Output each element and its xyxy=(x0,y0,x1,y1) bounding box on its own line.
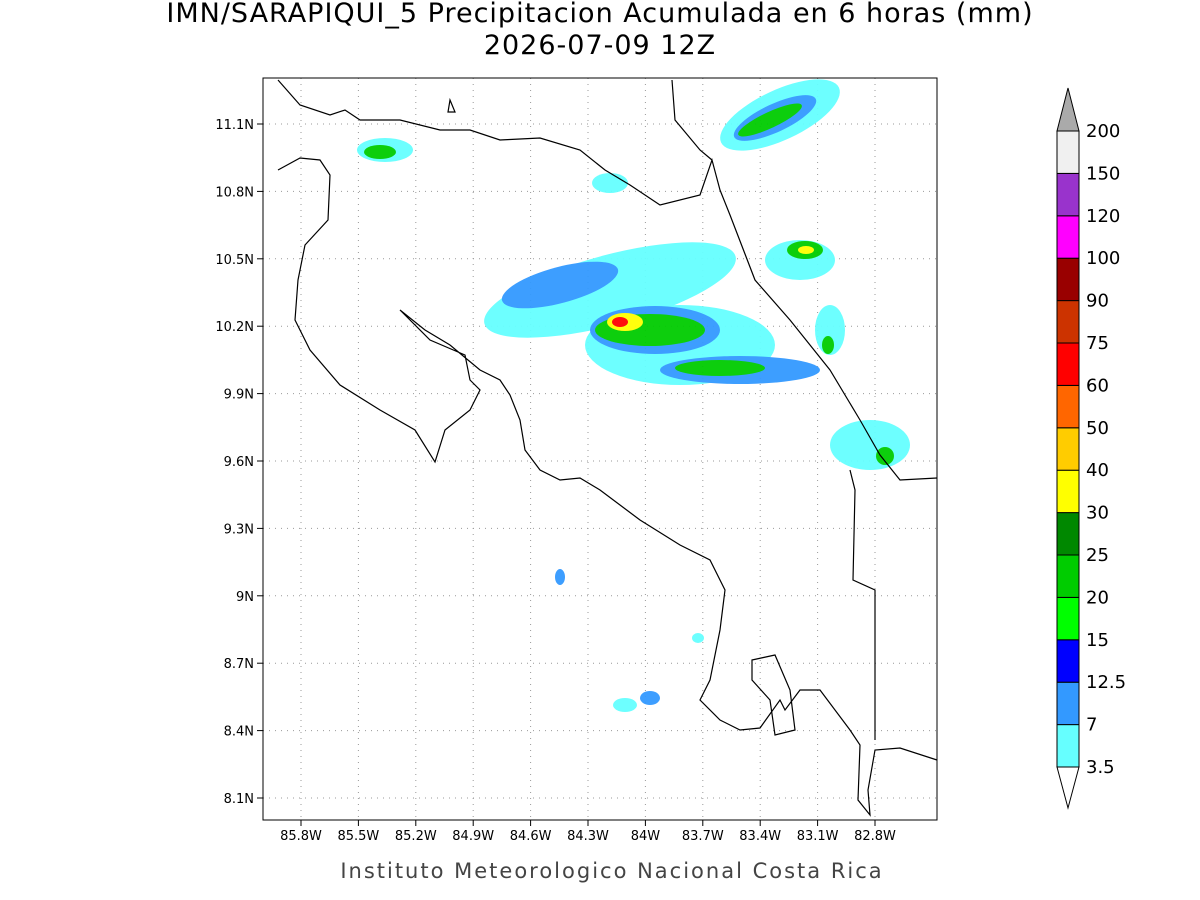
colorbar-bin xyxy=(1056,342,1080,386)
colorbar-bin xyxy=(1056,427,1080,471)
lon-label: 83.4W xyxy=(739,829,781,844)
colorbar-label: 25 xyxy=(1086,545,1109,566)
lat-label: 8.4N xyxy=(224,725,254,740)
colorbar-under xyxy=(1056,766,1080,810)
lat-label: 10.5N xyxy=(215,253,254,268)
colorbar-bin xyxy=(1056,172,1080,217)
lat-label: 9N xyxy=(236,590,254,605)
colorbar-bin xyxy=(1056,130,1080,174)
lat-label: 11.1N xyxy=(215,118,254,133)
colorbar-label: 60 xyxy=(1086,375,1109,396)
lon-label: 85.5W xyxy=(337,829,379,844)
lat-label: 9.9N xyxy=(224,388,254,403)
lat-label: 8.1N xyxy=(224,792,254,807)
colorbar-label: 7 xyxy=(1086,715,1097,736)
colorbar-label: 120 xyxy=(1086,206,1120,227)
title: IMN/SARAPIQUI_5 Precipitacion Acumulada … xyxy=(166,0,1033,29)
colorbar-label: 12.5 xyxy=(1086,672,1126,693)
coastline xyxy=(277,79,938,817)
colorbar-bin xyxy=(1056,469,1080,514)
colorbar-label: 30 xyxy=(1086,503,1109,524)
lat-label: 10.2N xyxy=(215,320,254,335)
lon-label: 83.7W xyxy=(682,829,724,844)
lon-label: 83.1W xyxy=(797,829,839,844)
lon-label: 84W xyxy=(631,829,661,844)
colorbar-label: 100 xyxy=(1086,248,1120,269)
colorbar-label: 200 xyxy=(1086,121,1120,142)
colorbar-bin xyxy=(1056,681,1080,726)
colorbar-label: 150 xyxy=(1086,163,1120,184)
colorbar-bin xyxy=(1056,257,1080,302)
subtitle: 2026-07-09 12Z xyxy=(484,30,716,61)
footer: Instituto Meteorologico Nacional Costa R… xyxy=(340,859,883,883)
colorbar-label: 90 xyxy=(1086,291,1109,312)
colorbar-bin xyxy=(1056,512,1080,556)
lon-label: 85.8W xyxy=(280,829,322,844)
lat-label: 10.8N xyxy=(215,185,254,200)
lat-label: 8.7N xyxy=(224,657,254,672)
map-frame xyxy=(262,77,938,821)
colorbar-bin xyxy=(1056,384,1080,429)
colorbar-label: 3.5 xyxy=(1086,757,1115,778)
lat-label: 9.6N xyxy=(224,455,254,470)
colorbar-bin xyxy=(1056,639,1080,683)
lon-label: 82.8W xyxy=(854,829,896,844)
colorbar-bin xyxy=(1056,300,1080,344)
lat-label: 9.3N xyxy=(224,522,254,537)
colorbar-bin xyxy=(1056,724,1080,768)
colorbar-label: 40 xyxy=(1086,460,1109,481)
lon-label: 84.6W xyxy=(510,829,552,844)
lon-label: 84.3W xyxy=(567,829,609,844)
colorbar-label: 20 xyxy=(1086,587,1109,608)
colorbar-bin xyxy=(1056,596,1080,641)
colorbar-label: 15 xyxy=(1086,630,1109,651)
lon-label: 84.9W xyxy=(452,829,494,844)
colorbar-label: 75 xyxy=(1086,333,1109,354)
colorbar-over xyxy=(1056,87,1080,132)
precipitation xyxy=(357,79,910,712)
colorbar-label: 50 xyxy=(1086,418,1109,439)
colorbar-bin xyxy=(1056,554,1080,598)
lon-label: 85.2W xyxy=(395,829,437,844)
colorbar-bin xyxy=(1056,215,1080,259)
